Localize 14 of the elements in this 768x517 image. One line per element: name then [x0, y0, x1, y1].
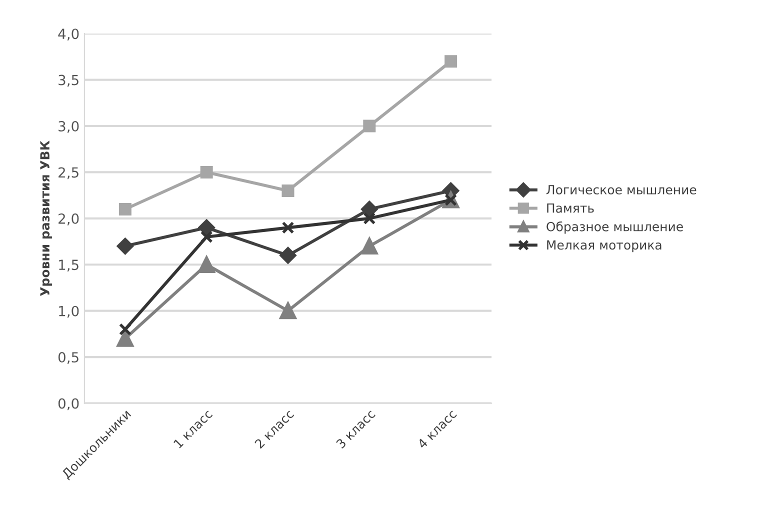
y-tick-label: 3,5 — [58, 74, 78, 87]
y-tick-label: 3,0 — [58, 120, 79, 133]
y-tick-label: 2,0 — [58, 213, 79, 226]
legend-label: Логическое мышление — [546, 185, 696, 194]
y-tick-label: 0,5 — [58, 352, 78, 364]
legend-label: Память — [547, 203, 594, 213]
legend-label: Мелкая моторика — [547, 240, 662, 252]
legend-label: Образное мышление — [546, 221, 683, 234]
y-tick-label: 4,0 — [58, 28, 79, 40]
y-tick-label: 2,5 — [58, 167, 78, 180]
y-tick-label: 1,5 — [59, 260, 78, 272]
y-axis-title: Уровни развития УВК — [40, 140, 52, 296]
y-tick-label: 1,0 — [59, 306, 79, 318]
y-tick-label: 0,0 — [58, 398, 79, 410]
